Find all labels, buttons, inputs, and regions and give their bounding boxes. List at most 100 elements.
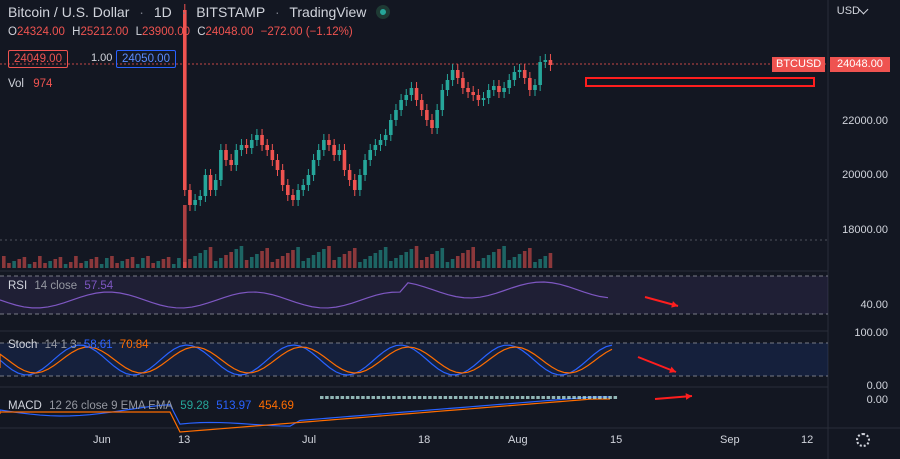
exchange-label: BITSTAMP (196, 4, 266, 20)
macd-histogram-bar (469, 396, 473, 399)
volume-bar (53, 259, 58, 268)
macd-legend[interactable]: MACD 12 26 close 9 EMA EMA 59.28 513.97 … (8, 400, 298, 412)
candle-body (244, 145, 249, 148)
candle-body (188, 190, 192, 205)
volume-bar (89, 259, 94, 268)
candle-body (219, 150, 223, 180)
macd-histogram-bar (587, 396, 592, 399)
symbol-header[interactable]: Bitcoin / U.S. Dollar · 1D · BITSTAMP · … (8, 4, 396, 20)
candle-body (394, 110, 398, 120)
volume-bar (255, 254, 259, 268)
volume-bar (135, 264, 140, 268)
volume-bar (208, 247, 213, 268)
volume-label: Vol (8, 78, 24, 90)
candle-body (543, 60, 548, 62)
macd-histogram-bar (613, 396, 618, 399)
rsi-legend[interactable]: RSI 14 close 57.54 (8, 280, 117, 292)
open-value: 24324.00 (16, 26, 65, 38)
rsi-axis-tick: 40.00 (860, 299, 888, 311)
volume-bar (265, 248, 269, 268)
time-tick: 13 (178, 434, 191, 446)
volume-bar (383, 247, 388, 268)
rsi-params: 14 close (34, 280, 78, 292)
macd-histogram-bar (356, 396, 360, 399)
candle-body (461, 78, 465, 88)
volume-bar (229, 252, 233, 268)
volume-bar (38, 256, 42, 268)
volume-bar (94, 257, 99, 268)
volume-bar (517, 254, 522, 268)
volume-bar (188, 259, 192, 268)
market-status-icon[interactable] (376, 5, 391, 19)
annotations (585, 77, 815, 400)
volume-bar (249, 257, 254, 268)
volume-bar (213, 261, 218, 268)
candle-body (286, 185, 290, 195)
candle-body (249, 140, 254, 148)
volume-bar (363, 259, 367, 268)
price-tick: 18000.00 (842, 224, 888, 236)
volume-bar (68, 262, 73, 268)
volume-bar (492, 252, 496, 268)
volume-bar (171, 264, 176, 268)
stoch-band (0, 343, 828, 376)
volume-bar (74, 256, 78, 268)
macd-histogram-bar (407, 396, 412, 399)
arrow-head (685, 393, 692, 400)
candle-body (193, 200, 197, 205)
candle-body (311, 160, 316, 175)
macd-histogram-bar (556, 396, 561, 399)
candle-body (213, 180, 218, 190)
macd-histogram-bar (366, 396, 370, 399)
volume-bar (219, 258, 223, 268)
time-tick: Sep (720, 434, 740, 446)
ohlc-readout: O24324.00 H25212.00 L23900.00 C24048.00 … (8, 26, 357, 38)
volume-bar (151, 263, 155, 268)
macd-histogram-bar (453, 396, 458, 399)
volume-bar (316, 252, 321, 268)
volume-bar (120, 261, 125, 268)
settings-gear-icon[interactable] (856, 433, 870, 447)
rsi-label: RSI (8, 280, 28, 292)
macd-histogram-bar (412, 396, 417, 399)
candle-body (533, 85, 537, 90)
sell-price-button[interactable]: 24049.00 (8, 50, 68, 68)
candle-body (183, 10, 187, 190)
volume-bar (311, 255, 316, 268)
interval-label[interactable]: 1D (153, 4, 172, 20)
volume-bar (533, 262, 537, 268)
candle-body (507, 80, 512, 88)
macd-histogram-bar (572, 396, 576, 399)
volume-bar (58, 257, 63, 268)
buy-price-button[interactable]: 24050.00 (116, 50, 176, 68)
candle-body (368, 150, 372, 160)
candle-body (347, 170, 352, 180)
candle-body (198, 196, 203, 200)
candle-body (383, 135, 388, 140)
candle-body (260, 135, 264, 145)
volume-bar (296, 247, 300, 268)
spread-value: 1.00 (91, 52, 113, 64)
candle-body (306, 175, 311, 185)
candle-body (512, 72, 517, 80)
macd-histogram-bar (495, 396, 499, 399)
volume-bar (394, 258, 398, 268)
volume-bar (445, 262, 450, 268)
currency-label[interactable]: USD (836, 5, 860, 17)
candle-body (486, 90, 491, 98)
candle-body (414, 88, 419, 100)
macd-histogram-bar (474, 396, 478, 399)
time-tick: Aug (508, 434, 528, 446)
macd-histogram-bar (541, 396, 545, 399)
candle-body (322, 140, 326, 150)
volume-bar (522, 251, 527, 268)
macd-histogram-bar (567, 396, 571, 399)
volume-bar (63, 264, 68, 268)
time-tick: Jun (93, 434, 111, 446)
volume-bar (440, 248, 445, 268)
macd-histogram-bar (423, 396, 427, 399)
candle-body (234, 150, 239, 165)
macd-histogram-bar (598, 396, 602, 399)
stoch-legend[interactable]: Stoch 14 1 3 58.61 70.84 (8, 339, 153, 351)
